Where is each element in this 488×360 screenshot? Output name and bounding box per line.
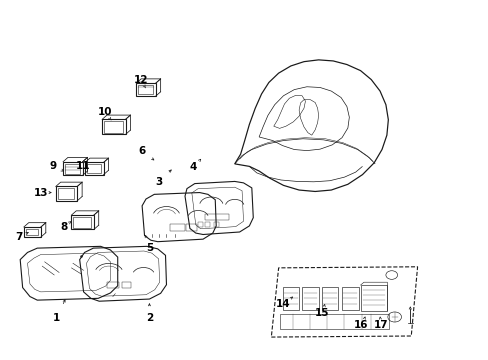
Text: 14: 14 [276, 299, 290, 309]
Text: 9: 9 [50, 161, 57, 171]
Text: 17: 17 [373, 320, 387, 330]
Text: 7: 7 [16, 232, 23, 242]
Bar [122, 282, 131, 288]
Text: 10: 10 [98, 107, 113, 117]
Bar [198, 222, 203, 226]
Text: 4: 4 [189, 162, 197, 172]
Text: 11: 11 [75, 161, 90, 171]
Bar [204, 214, 228, 220]
Bar [107, 282, 119, 288]
Text: 6: 6 [138, 146, 145, 156]
Text: 15: 15 [315, 308, 329, 318]
Bar [279, 314, 388, 329]
Text: 12: 12 [133, 75, 147, 85]
Bar [185, 224, 196, 231]
Text: 2: 2 [145, 313, 153, 323]
Text: 3: 3 [155, 177, 163, 187]
Bar [214, 222, 219, 226]
Text: 8: 8 [61, 222, 67, 231]
Text: 16: 16 [353, 320, 368, 330]
Text: 13: 13 [33, 188, 48, 198]
Text: 5: 5 [145, 243, 153, 253]
Bar [205, 222, 210, 226]
Bar [170, 224, 184, 231]
Text: 1: 1 [53, 313, 61, 323]
